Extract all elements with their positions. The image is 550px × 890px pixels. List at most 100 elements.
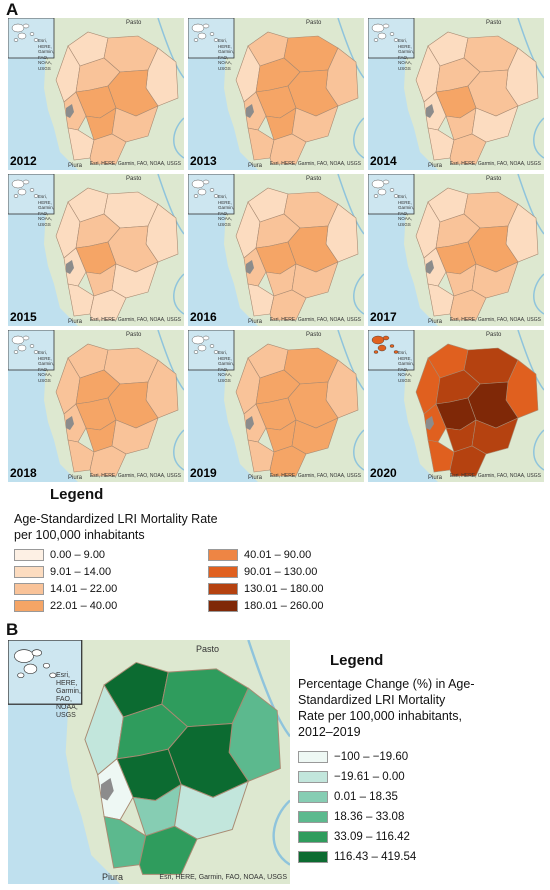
island-4	[29, 344, 35, 348]
province-12	[449, 289, 487, 321]
legend-a-swatch	[208, 566, 238, 578]
city-label-north: Pasto	[306, 332, 322, 338]
island-6	[13, 38, 19, 42]
legend-a-label: 130.01 – 180.00	[244, 583, 324, 595]
province-12	[449, 133, 487, 165]
panel-a-label: A	[6, 0, 19, 19]
map-credit: Esri, HERE, Garmin, FAO, NOAA, USGS	[449, 161, 541, 167]
urban-area	[246, 416, 254, 430]
island-1	[14, 649, 34, 663]
legend-a-title: Legend	[50, 486, 104, 503]
urban-area	[246, 260, 254, 274]
legend-a-item: 40.01 – 90.00	[208, 548, 311, 562]
island-4	[42, 662, 50, 669]
year-label-2012: 2012	[10, 154, 37, 168]
island-5	[393, 38, 399, 42]
map-credit: Esri, HERE, Garmin, FAO, NOAA, USGS	[89, 317, 181, 323]
legend-a-subtitle-1: Age-Standardized LRI Mortality Rate	[14, 512, 218, 526]
river-lines	[157, 174, 184, 315]
legend-b-item: −19.61 – 0.00	[298, 770, 405, 784]
island-4	[389, 344, 395, 348]
island-3	[17, 32, 27, 40]
province-8	[423, 91, 447, 131]
legend-b-item: 33.09 – 116.42	[298, 830, 410, 844]
river-lines	[517, 174, 544, 315]
year-label-2013: 2013	[190, 154, 217, 168]
island-6	[193, 350, 199, 354]
map-2014: 2014 Pasto Piura Esri, HERE, Garmin, FAO, N…	[368, 18, 544, 170]
inset-credit: Esri, HERE, Garmin, FAO, NOAA, USGS	[398, 38, 415, 71]
map-credit: Esri, HERE, Garmin, FAO, NOAA, USGS	[89, 161, 181, 167]
island-4	[209, 344, 215, 348]
legend-b-swatch	[298, 791, 328, 803]
map-2013: 2013 Pasto Piura Esri, HERE, Garmin, FAO, N…	[188, 18, 364, 170]
map-credit: Esri, HERE, Garmin, FAO, NOAA, USGS	[89, 473, 181, 479]
island-6	[193, 194, 199, 198]
map-2012: 2012 Pasto Piura Esri, HERE, Garmin, FAO, N…	[8, 18, 184, 170]
island-5	[213, 194, 219, 198]
legend-a-label: 0.00 – 9.00	[50, 549, 106, 561]
province-8	[97, 758, 134, 821]
island-1	[191, 23, 205, 33]
city-label-south: Piura	[68, 475, 83, 481]
legend-a-swatch	[14, 566, 44, 578]
urban-area	[426, 416, 434, 430]
legend-a-label: 180.01 – 260.00	[244, 600, 324, 612]
river-lines	[247, 640, 290, 866]
island-5	[213, 350, 219, 354]
island-1	[371, 23, 385, 33]
legend-b-label: −100 – −19.60	[334, 751, 409, 763]
city-label-north: Pasto	[126, 332, 142, 338]
island-2	[382, 23, 390, 29]
map-2017: 2017 Pasto Piura Esri, HERE, Garmin, FAO, N…	[368, 174, 544, 326]
river-lines	[157, 18, 184, 159]
map-credit: Esri, HERE, Garmin, FAO, NOAA, USGS	[269, 161, 361, 167]
year-label-2014: 2014	[370, 154, 397, 168]
legend-a-label: 14.01 – 22.00	[50, 583, 118, 595]
province-8	[423, 247, 447, 287]
city-label-north: Pasto	[486, 176, 502, 182]
island-6	[13, 194, 19, 198]
river-lines	[337, 330, 364, 471]
city-label-south: Piura	[248, 475, 263, 481]
legend-b-subtitle-line: Percentage Change (%) in Age-	[298, 677, 475, 691]
legend-b-label: 18.36 – 33.08	[334, 811, 405, 823]
legend-b-subtitle-line: Rate per 100,000 inhabitants,	[298, 709, 463, 723]
island-5	[33, 38, 39, 42]
island-6	[373, 194, 379, 198]
island-4	[29, 188, 35, 192]
city-label-south: Piura	[428, 319, 443, 325]
legend-b-swatch	[298, 811, 328, 823]
map-2015: 2015 Pasto Piura Esri, HERE, Garmin, FAO, N…	[8, 174, 184, 326]
legend-a-swatch	[14, 549, 44, 561]
island-2	[31, 649, 42, 657]
map-2020: 2020 Pasto Piura Esri, HERE, Garmin, FAO, N…	[368, 330, 544, 482]
island-2	[202, 23, 210, 29]
province-12	[269, 445, 307, 477]
city-label-south: Piura	[428, 163, 443, 169]
river-lines	[337, 174, 364, 315]
island-2	[22, 23, 30, 29]
island-5	[33, 350, 39, 354]
urban-area	[100, 778, 114, 801]
map-panel-b: Pasto Piura Esri, HERE, Garmin, FAO, NOAA,…	[8, 640, 290, 884]
legend-a-item: 130.01 – 180.00	[208, 582, 324, 596]
province-8	[243, 403, 267, 443]
legend-a-swatch	[208, 583, 238, 595]
province-12	[89, 133, 127, 165]
province-8	[63, 403, 87, 443]
city-label-south: Piura	[428, 475, 443, 481]
legend-a-subtitle-2: per 100,000 inhabitants	[14, 528, 145, 542]
map-2019: 2019 Pasto Piura Esri, HERE, Garmin, FAO, N…	[188, 330, 364, 482]
inset-credit: Esri, HERE, Garmin, FAO, NOAA, USGS	[218, 38, 235, 71]
island-5	[49, 672, 57, 679]
legend-a-label: 9.01 – 14.00	[50, 566, 112, 578]
legend-a-swatch	[14, 583, 44, 595]
province-8	[423, 403, 447, 443]
province-8	[63, 247, 87, 287]
island-1	[11, 179, 25, 189]
island-5	[393, 350, 399, 354]
island-4	[29, 32, 35, 36]
city-label-south: Piura	[68, 319, 83, 325]
urban-area	[66, 416, 74, 430]
